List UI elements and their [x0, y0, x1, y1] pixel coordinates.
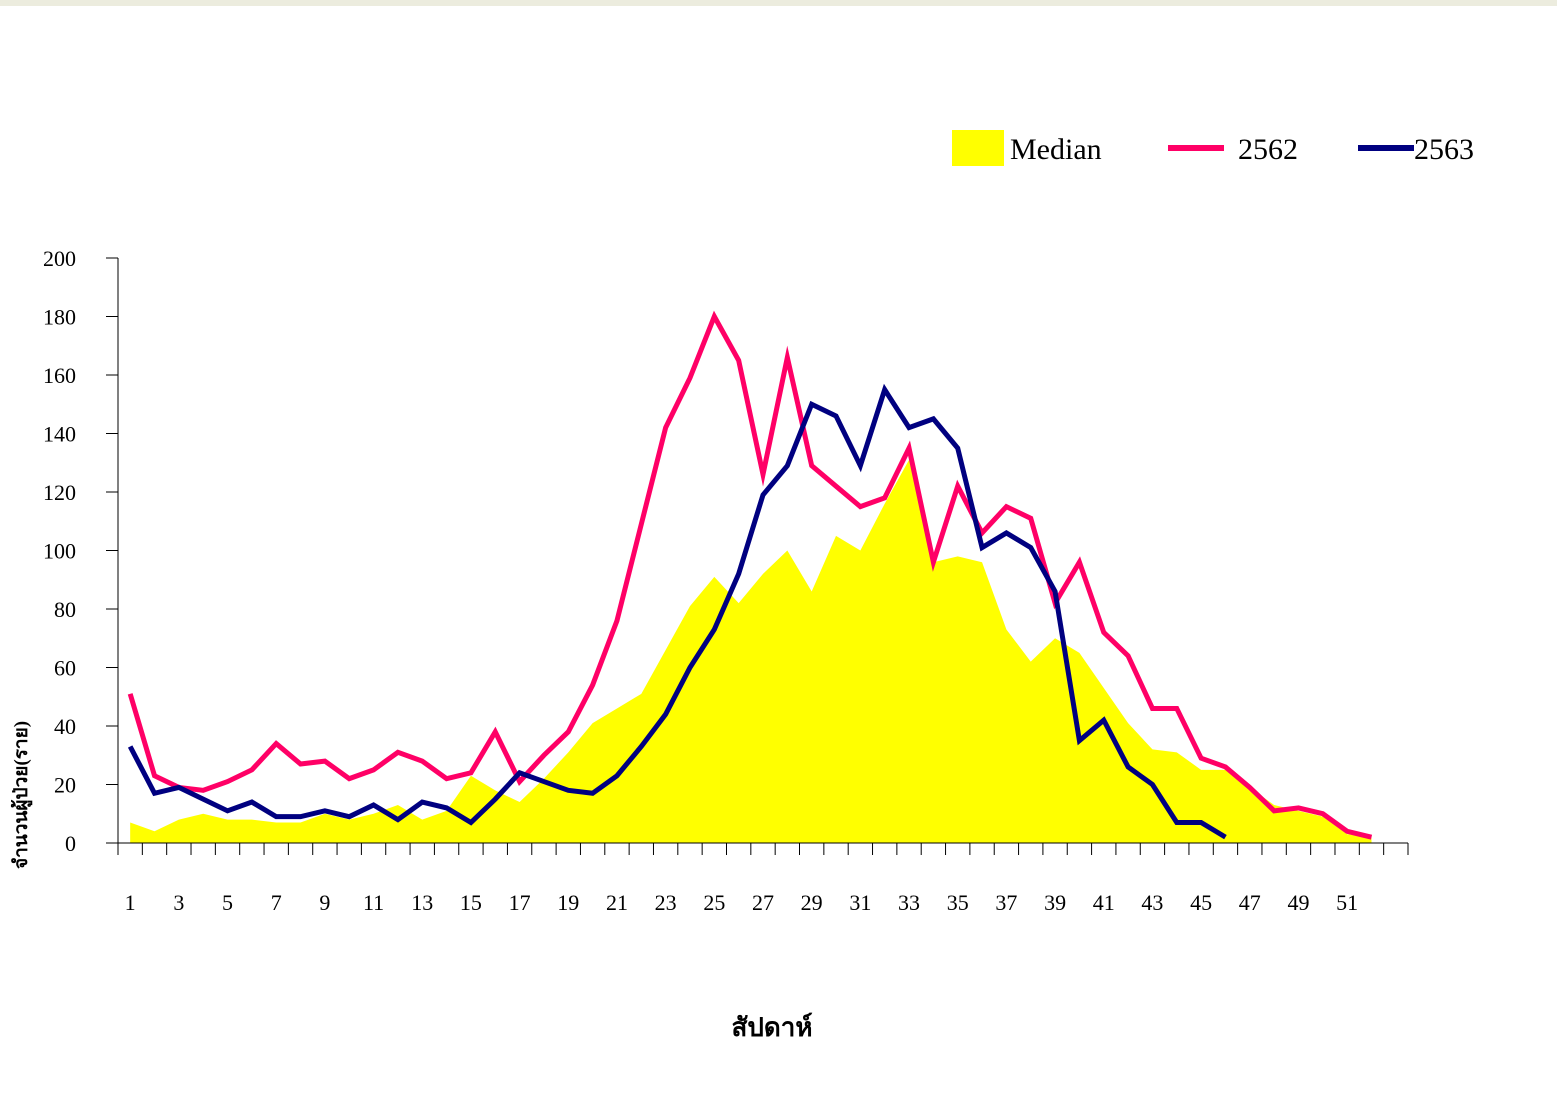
median-area-layer: [130, 459, 1372, 843]
x-tick-label: 43: [1141, 890, 1163, 915]
x-tick-label: 21: [606, 890, 628, 915]
y-tick-label: 80: [54, 597, 76, 622]
x-tick-label: 31: [849, 890, 871, 915]
top-band: [0, 0, 1557, 6]
x-tick-label: 45: [1190, 890, 1212, 915]
y-tick-label: 120: [43, 480, 76, 505]
y-tick-label: 0: [65, 831, 76, 856]
x-tick-label: 29: [801, 890, 823, 915]
x-tick-label: 23: [655, 890, 677, 915]
x-tick-label: 41: [1093, 890, 1115, 915]
legend-label-2563: 2563: [1414, 133, 1474, 166]
x-tick-label: 9: [319, 890, 330, 915]
series-line-2562: [127, 310, 1373, 840]
y-tick-label: 100: [43, 539, 76, 564]
x-tick-label: 15: [460, 890, 482, 915]
y-tick-label: 160: [43, 363, 76, 388]
x-tick-label: 39: [1044, 890, 1066, 915]
x-tick-label: 37: [995, 890, 1017, 915]
x-tick-label: 11: [363, 890, 384, 915]
legend-label-Median: Median: [1010, 133, 1102, 166]
x-tick-label: 51: [1336, 890, 1358, 915]
x-tick-label: 35: [947, 890, 969, 915]
x-tick-label: 33: [898, 890, 920, 915]
series-lines-layer: [127, 310, 1373, 840]
x-tick-label: 17: [509, 890, 531, 915]
x-tick-label: 19: [557, 890, 579, 915]
x-tick-label: 7: [271, 890, 282, 915]
y-tick-label: 180: [43, 305, 76, 330]
x-tick-label: 1: [125, 890, 136, 915]
x-tick-label: 47: [1239, 890, 1261, 915]
y-tick-label: 60: [54, 656, 76, 681]
series-median-area: [130, 459, 1372, 843]
y-axis-title: จำนวนผู้ป่วย(ราย): [10, 721, 33, 869]
x-tick-label: 3: [173, 890, 184, 915]
x-tick-label: 25: [703, 890, 725, 915]
x-tick-label: 5: [222, 890, 233, 915]
y-tick-label: 20: [54, 773, 76, 798]
legend-label-2562: 2562: [1238, 133, 1298, 166]
x-tick-label: 27: [752, 890, 774, 915]
legend-swatch-median: [952, 130, 1004, 166]
x-tick-label: 49: [1287, 890, 1309, 915]
x-axis-title: สัปดาห์: [732, 1012, 813, 1042]
legend: Median 2562 2563: [952, 130, 1474, 166]
series-line-2563: [127, 383, 1227, 840]
y-tick-label: 40: [54, 714, 76, 739]
x-tick-label: 13: [411, 890, 433, 915]
y-tick-label: 140: [43, 422, 76, 447]
y-tick-label: 200: [43, 246, 76, 271]
